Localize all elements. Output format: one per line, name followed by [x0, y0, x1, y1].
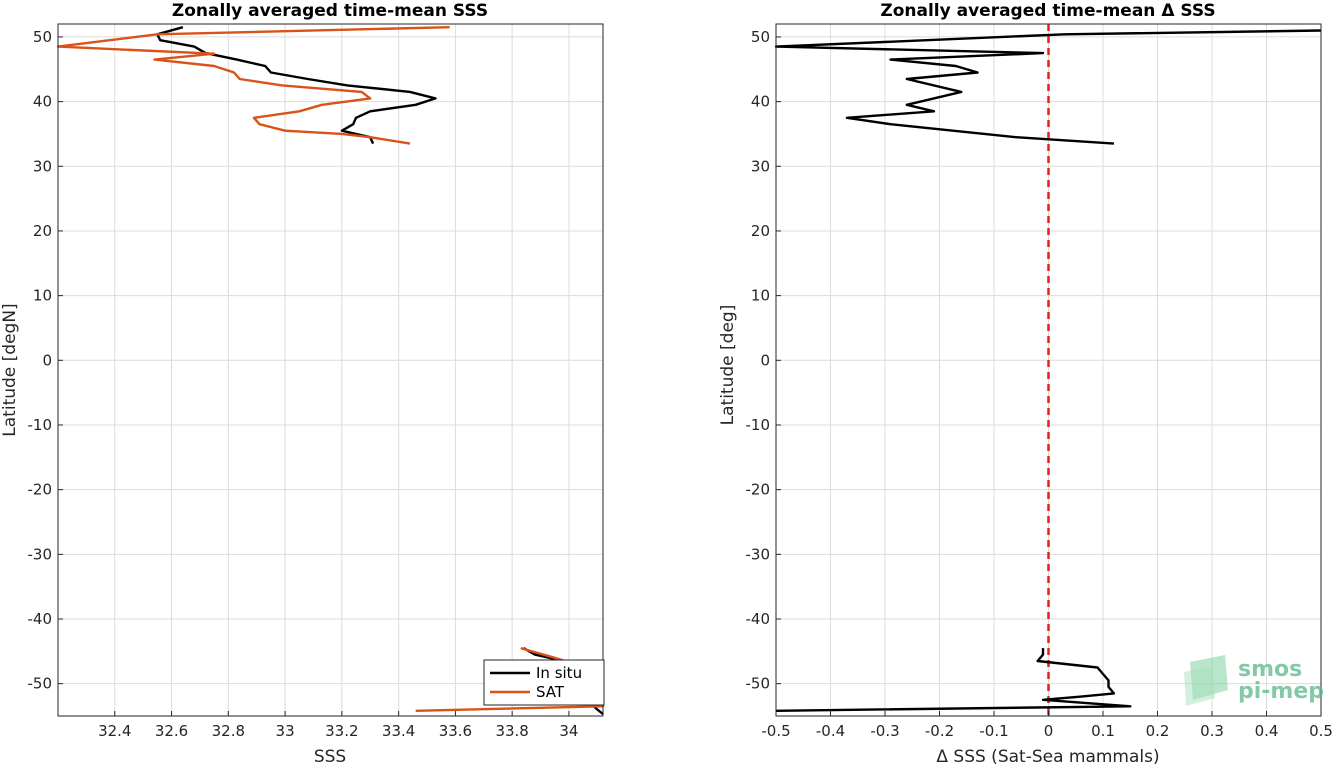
- right-x-tick-label: -0.1: [979, 722, 1008, 740]
- right-x-ticks: -0.5 -0.4 -0.3 -0.2 -0.1 0 0.1 0.2 0.3 0.4 0.5: [761, 711, 1333, 740]
- left-y-tick-label: -50: [28, 675, 53, 693]
- right-x-axis-label: Δ SSS (Sat-Sea mammals): [936, 747, 1159, 765]
- left-x-tick-label: 33.4: [382, 722, 415, 740]
- right-y-tick-label: 50: [751, 28, 770, 46]
- left-series-1-line-0: [56, 26, 450, 145]
- right-y-tick-label: -40: [746, 610, 771, 628]
- right-y-axis-label: Latitude [deg]: [718, 305, 738, 426]
- left-y-axis-label: Latitude [degN]: [0, 303, 20, 436]
- right-y-tick-label: 10: [751, 287, 770, 305]
- right-chart-title: Zonally averaged time-mean Δ SSS: [880, 1, 1215, 21]
- right-y-ticks: 50 40 30 20 10 0 -10 -20 -30 -40 -50: [746, 28, 781, 693]
- right-x-tick-label: -0.3: [870, 722, 899, 740]
- right-x-tick-label: 0.2: [1146, 722, 1170, 740]
- left-y-tick-label: 50: [33, 28, 52, 46]
- left-x-tick-label: 32.6: [155, 722, 188, 740]
- right-x-tick-label: -0.5: [761, 722, 790, 740]
- left-x-tick-label: 33.6: [439, 722, 472, 740]
- right-y-tick-label: -10: [746, 416, 771, 434]
- legend-box: [483, 659, 605, 706]
- right-y-tick-label: 40: [751, 93, 770, 111]
- logo-text-smos: smos: [1238, 657, 1302, 682]
- left-y-tick-label: -30: [28, 545, 53, 563]
- right-x-tick-label: -0.4: [816, 722, 845, 740]
- legend-label-sat: SAT: [536, 683, 565, 701]
- left-x-tick-label: 33.2: [325, 722, 358, 740]
- right-x-tick-label: 0.5: [1309, 722, 1333, 740]
- left-plot-frame: [57, 23, 604, 717]
- left-x-tick-label: 34: [559, 722, 578, 740]
- legend: In situ SAT: [483, 659, 605, 706]
- logo-text-pimep: pi-mep: [1238, 679, 1324, 704]
- left-x-ticks: 32.4 32.6 32.8 33 33.2 33.4 33.6 33.8 34: [98, 711, 578, 740]
- right-x-tick-label: 0.4: [1255, 722, 1279, 740]
- left-y-tick-label: 10: [33, 287, 52, 305]
- right-series-0-line-0: [774, 29, 1322, 145]
- right-y-tick-label: -30: [746, 545, 771, 563]
- right-x-tick-label: 0.3: [1200, 722, 1224, 740]
- right-y-tick-label: 0: [760, 351, 770, 369]
- left-y-tick-label: -10: [28, 416, 53, 434]
- left-y-tick-label: 40: [33, 93, 52, 111]
- left-y-tick-label: -20: [28, 481, 53, 499]
- left-x-axis-label: SSS: [314, 747, 346, 765]
- right-y-tick-label: 20: [751, 222, 770, 240]
- left-x-tick-label: 33: [276, 722, 295, 740]
- smos-pimep-logo: smos pi-mep: [1184, 655, 1324, 706]
- left-y-tick-label: 0: [42, 351, 52, 369]
- right-y-tick-label: -50: [746, 675, 771, 693]
- right-x-tick-label: 0.1: [1091, 722, 1115, 740]
- left-y-ticks: 50 40 30 20 10 0 -10 -20 -30 -40 -50: [28, 28, 63, 693]
- legend-label-insitu: In situ: [536, 664, 582, 682]
- logo-emblem-shadow: [1184, 666, 1215, 706]
- left-x-tick-label: 33.8: [495, 722, 528, 740]
- right-chart: Zonally averaged time-mean Δ SSS -0.5 -0.…: [718, 1, 1333, 765]
- left-chart-title: Zonally averaged time-mean SSS: [172, 1, 488, 21]
- left-y-tick-label: -40: [28, 610, 53, 628]
- right-y-tick-label: -20: [746, 481, 771, 499]
- left-series-0-line-0: [156, 26, 437, 145]
- right-series-0-line-1: [775, 648, 1132, 712]
- left-y-tick-label: 30: [33, 157, 52, 175]
- right-x-tick-label: 0: [1044, 722, 1054, 740]
- right-x-tick-label: -0.2: [925, 722, 954, 740]
- right-series-layer: [774, 29, 1322, 712]
- left-series-layer: [56, 26, 605, 716]
- left-x-tick-label: 32.4: [98, 722, 131, 740]
- right-y-tick-label: 30: [751, 157, 770, 175]
- left-x-tick-label: 32.8: [212, 722, 245, 740]
- left-y-tick-label: 20: [33, 222, 52, 240]
- left-chart: Zonally averaged time-mean SSS 32.4 32.6 3…: [0, 1, 605, 765]
- left-grid: [58, 24, 603, 716]
